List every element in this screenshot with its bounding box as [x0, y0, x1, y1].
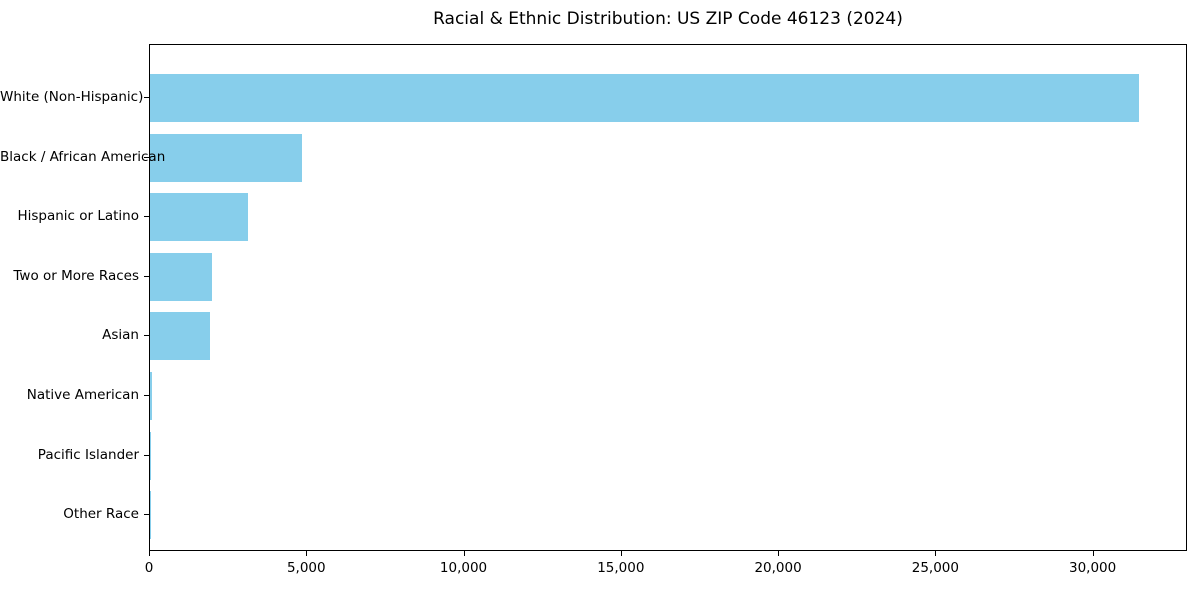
x-tick-label: 10,000 [439, 560, 488, 576]
chart-title: Racial & Ethnic Distribution: US ZIP Cod… [433, 9, 903, 29]
bar-white-non-hispanic [150, 74, 1139, 122]
y-tick-mark [144, 97, 149, 98]
y-tick-mark [144, 395, 149, 396]
y-tick-mark [144, 514, 149, 516]
y-tick-label: Pacific Islander [37, 446, 139, 463]
bar-asian [150, 312, 210, 361]
y-tick-label: Hispanic or Latino [17, 208, 139, 225]
y-tick-label: Asian [102, 327, 139, 344]
y-tick-label: White (Non-Hispanic) [0, 89, 144, 105]
bar-black-african-american [150, 133, 302, 182]
bar-two-or-more-races [150, 252, 212, 301]
plot-area [149, 44, 1187, 551]
bar-hispanic-or-latino [150, 193, 249, 242]
y-tick-label: Two or More Races [13, 267, 139, 284]
y-tick-label: Black / African American [0, 148, 166, 165]
x-tick-label: 15,000 [597, 560, 645, 576]
x-tick-label: 30,000 [1069, 560, 1117, 576]
x-tick-label: 0 [144, 560, 154, 576]
y-tick-label: Other Race [63, 506, 139, 523]
y-tick-mark [144, 454, 149, 456]
x-tick-label: 5,000 [286, 560, 326, 576]
y-tick-label: Native American [26, 387, 139, 403]
x-tick-label: 25,000 [911, 560, 959, 576]
y-tick-mark [144, 335, 149, 337]
x-tick-mark [1092, 551, 1094, 556]
x-tick-mark [149, 551, 150, 556]
y-tick-mark [144, 275, 149, 277]
x-tick-label: 20,000 [754, 560, 802, 576]
y-tick-mark [144, 216, 149, 218]
x-tick-mark [935, 551, 937, 556]
x-tick-mark [778, 551, 780, 556]
bar-native-american [150, 372, 152, 420]
x-tick-mark [306, 551, 308, 556]
y-tick-mark [144, 156, 149, 158]
x-tick-mark [620, 551, 622, 556]
x-tick-mark [463, 551, 465, 556]
